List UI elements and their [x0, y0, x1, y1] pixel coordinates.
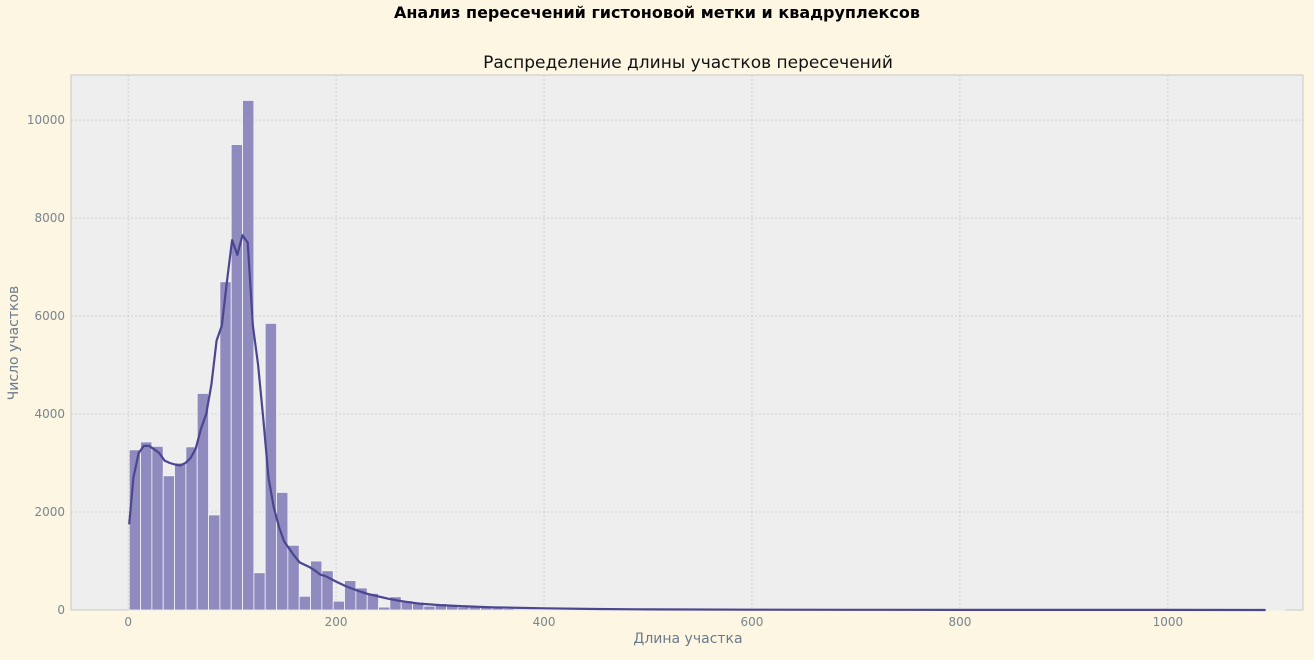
histogram-bar [379, 607, 390, 610]
histogram-bar [515, 609, 526, 610]
x-tick-label: 800 [948, 615, 971, 629]
y-tick-label: 2000 [34, 505, 65, 519]
y-tick-label: 10000 [27, 113, 65, 127]
histogram-bar [299, 596, 310, 610]
x-axis-label: Длина участка [633, 631, 742, 647]
histogram-bar [152, 446, 163, 610]
x-tick-label: 0 [124, 615, 132, 629]
histogram-bar [243, 100, 254, 610]
x-tick-label: 200 [325, 615, 348, 629]
y-axis-label: Число участков [6, 286, 22, 401]
histogram-bar [254, 573, 265, 610]
histogram-bar [163, 476, 174, 610]
y-tick-label: 6000 [34, 309, 65, 323]
y-tick-label: 8000 [34, 211, 65, 225]
histogram-bar [333, 601, 344, 610]
histogram-bar [186, 447, 197, 610]
x-tick-label: 600 [741, 615, 764, 629]
histogram-bar [424, 606, 435, 610]
x-tick-label: 400 [533, 615, 556, 629]
histogram-bar [277, 492, 288, 610]
histogram-bar [220, 282, 231, 610]
y-tick-label: 4000 [34, 407, 65, 421]
histogram-bar [175, 463, 186, 610]
histogram-bar [209, 515, 220, 610]
histogram-bar [231, 145, 242, 610]
histogram-bar [345, 581, 356, 610]
y-tick-label: 0 [57, 603, 65, 617]
x-tick-label: 1000 [1153, 615, 1184, 629]
histogram-bar [141, 442, 152, 610]
chart-title: Распределение длины участков пересечений [483, 53, 893, 73]
histogram-bar [458, 607, 469, 610]
